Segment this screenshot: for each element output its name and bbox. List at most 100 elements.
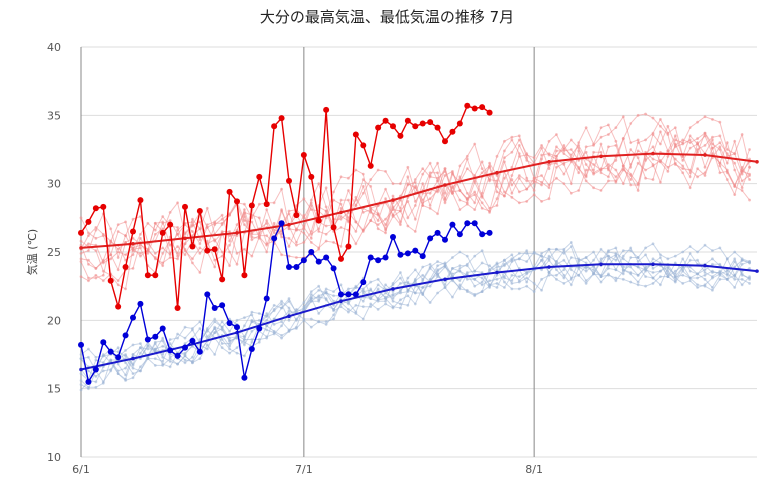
max_current-point: [419, 120, 426, 127]
past-year-point: [191, 217, 194, 221]
past-year-point: [532, 176, 536, 180]
current-year-layer: [78, 102, 493, 385]
past-year-point: [458, 267, 462, 270]
past-year-point: [562, 268, 566, 272]
past-year-point: [607, 267, 610, 270]
past-year-point: [332, 308, 335, 311]
past-year-point: [614, 276, 618, 280]
min_current-point: [345, 291, 352, 298]
past-year-point: [577, 171, 581, 175]
past-year-point: [503, 286, 506, 289]
past-year-point: [592, 150, 595, 154]
past-year-point: [228, 347, 231, 351]
past-year-point: [584, 279, 588, 283]
past-year-point: [406, 290, 410, 294]
max_current-point: [330, 224, 337, 231]
min_current-point: [471, 220, 478, 227]
max_current-point: [211, 246, 218, 253]
past-year-point: [584, 168, 588, 172]
past-year-point: [265, 328, 269, 332]
min_current-point: [219, 302, 226, 309]
past-year-point: [391, 290, 395, 294]
past-year-point: [324, 323, 328, 326]
past-year-point: [94, 273, 98, 277]
max_current-point: [397, 132, 404, 139]
past-year-point: [644, 176, 647, 180]
past-year-point: [607, 133, 610, 136]
past-year-point: [540, 153, 543, 157]
past-year-point: [421, 204, 425, 207]
past-year-point: [183, 353, 187, 356]
past-year-point: [324, 186, 328, 190]
past-year-point: [116, 372, 120, 376]
min_current-point: [189, 337, 196, 344]
past-year-point: [124, 349, 127, 352]
past-year-point: [235, 336, 239, 340]
past-year-point: [79, 260, 83, 263]
past-year-point: [458, 189, 462, 192]
past-year-point: [280, 302, 283, 306]
min_normal-point: [599, 262, 603, 267]
min_normal-point: [391, 287, 395, 291]
past-year-point: [510, 138, 514, 142]
past-year-point: [295, 308, 298, 311]
past-year-point: [339, 245, 343, 248]
past-year-point: [332, 294, 335, 298]
past-year-point: [718, 145, 722, 149]
past-year-point: [265, 318, 269, 322]
max_current-point: [442, 138, 448, 145]
past-year-point: [257, 231, 261, 235]
past-year-point: [324, 287, 328, 291]
past-year-point: [681, 154, 685, 158]
past-year-point: [569, 283, 573, 287]
past-year-point: [607, 175, 610, 179]
past-year-point: [495, 261, 499, 265]
past-year-point: [696, 120, 699, 124]
past-year-point: [748, 277, 751, 281]
past-year-point: [250, 338, 254, 341]
min_current-point: [263, 295, 270, 302]
past-year-point: [101, 369, 105, 373]
past-year-point: [673, 269, 677, 273]
past-year-point: [280, 324, 283, 328]
past-year-point: [302, 231, 306, 235]
y-tick-label: 15: [47, 383, 61, 396]
max_current-point: [323, 106, 330, 113]
past-year-point: [109, 358, 113, 362]
past-year-point: [228, 339, 231, 343]
past-year-point: [480, 283, 484, 287]
past-year-point: [168, 342, 172, 345]
past-year-point: [555, 165, 558, 169]
past-year-point: [651, 242, 655, 246]
min_normal-point: [651, 262, 655, 267]
past-year-point: [235, 262, 239, 266]
past-year-point: [347, 189, 350, 192]
past-year-point: [666, 169, 670, 173]
past-year-point: [139, 246, 142, 250]
past-year-point: [458, 279, 462, 283]
past-year-point: [614, 159, 618, 162]
past-year-point: [399, 276, 402, 280]
past-year-point: [651, 282, 655, 285]
past-year-point: [324, 298, 328, 302]
past-year-point: [265, 312, 269, 315]
past-year-point: [228, 344, 231, 348]
past-year-point: [428, 204, 432, 207]
past-year-point: [725, 148, 729, 151]
past-year-point: [636, 161, 640, 165]
min_current-point: [456, 231, 463, 238]
past-year-point: [517, 201, 521, 205]
past-year-point: [473, 201, 477, 205]
max_current-point: [449, 128, 456, 135]
past-year-point: [703, 277, 707, 281]
past-year-point: [599, 171, 603, 175]
past-year-point: [272, 231, 276, 235]
max_current-point: [115, 303, 122, 310]
past-year-point: [688, 186, 692, 190]
past-year-point: [87, 231, 90, 235]
past-year-point: [555, 145, 558, 149]
max_current-point: [278, 115, 285, 122]
past-year-point: [696, 150, 699, 154]
past-year-point: [391, 213, 395, 217]
past-year-point: [131, 343, 135, 347]
